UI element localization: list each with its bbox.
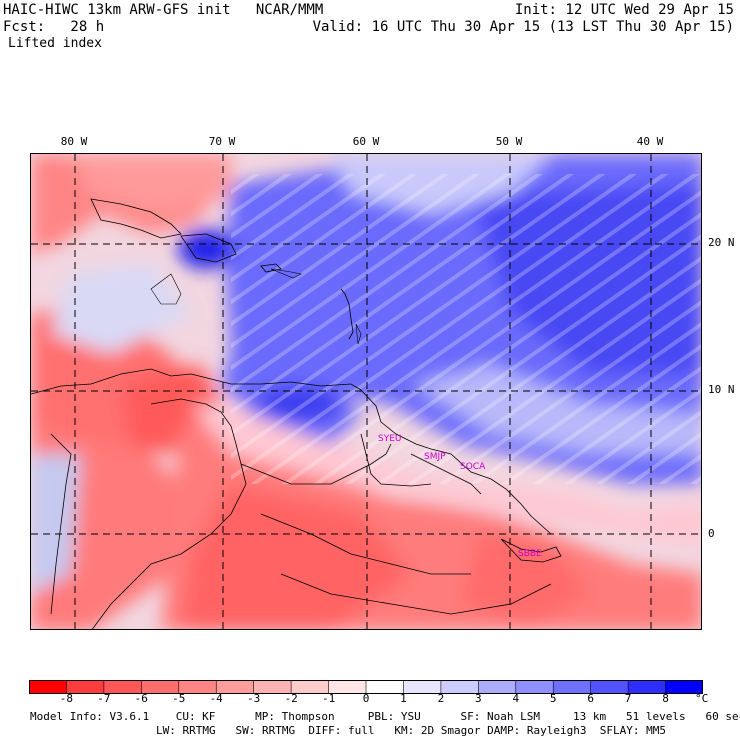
colorbar-swatch	[253, 680, 292, 694]
colorbar-tick-label: -8	[59, 692, 74, 705]
colorbar-swatch	[553, 680, 592, 694]
field-name: Lifted index	[8, 36, 102, 51]
lon-label-60w: 60 W	[352, 135, 380, 148]
colorbar-swatch	[141, 680, 180, 694]
coastlines	[31, 198, 562, 629]
lon-label-80w: 80 W	[60, 135, 88, 148]
colorbar-swatch	[103, 680, 142, 694]
colorbar-swatch	[478, 680, 517, 694]
colorbar-tick-label: -7	[97, 692, 111, 705]
station-label-soca: SOCA	[460, 462, 486, 472]
model-info-line2: LW: RRTMG SW: RRTMG DIFF: full KM: 2D Sm…	[156, 724, 666, 737]
colorbar-tick-label: 7	[624, 692, 632, 705]
lon-label-40w: 40 W	[636, 135, 664, 148]
colorbar-tick-label: 2	[437, 692, 445, 705]
colorbar	[29, 680, 703, 694]
colorbar-tick-label: 8	[662, 692, 669, 705]
lat-label-0: 0	[708, 527, 715, 540]
lat-label-10n: 10 N	[708, 383, 735, 396]
colorbar-swatch	[216, 680, 255, 694]
forecast-hour: Fcst: 28 h	[3, 19, 105, 35]
lifted-index-map: SYEU SMJP SOCA SBBE	[30, 153, 702, 630]
colorbar-swatch	[403, 680, 442, 694]
colorbar-tick-label: -2	[284, 692, 298, 705]
valid-time: Valid: 16 UTC Thu 30 Apr 15 (13 LST Thu …	[312, 19, 734, 35]
colorbar-tick-label: -1	[321, 692, 336, 705]
colorbar-tick-label: -5	[172, 692, 186, 705]
station-label-sbbe: SBBE	[518, 549, 542, 559]
colorbar-tick-label: 6	[587, 692, 594, 705]
colorbar-swatch	[66, 680, 105, 694]
colorbar-swatch	[328, 680, 367, 694]
colorbar-swatch	[29, 680, 67, 694]
colorbar-tick-label: -3	[247, 692, 261, 705]
colorbar-swatch	[515, 680, 554, 694]
init-time: Init: 12 UTC Wed 29 Apr 15	[514, 2, 734, 18]
colorbar-swatch	[291, 680, 330, 694]
lat-label-20n: 20 N	[708, 236, 735, 249]
colorbar-tick-label: -4	[209, 692, 223, 705]
colorbar-swatch	[590, 680, 629, 694]
model-info-line1: Model Info: V3.6.1 CU: KF MP: Thompson P…	[30, 710, 740, 723]
colorbar-swatch	[665, 680, 703, 694]
colorbar-unit: °C	[695, 692, 709, 705]
colorbar-swatch	[178, 680, 217, 694]
map-svg: SYEU SMJP SOCA SBBE	[31, 154, 701, 629]
colorbar-tick-label: -6	[134, 692, 148, 705]
colorbar-tick-label: 3	[474, 692, 482, 705]
colorbar-swatch	[440, 680, 479, 694]
lon-label-70w: 70 W	[208, 135, 236, 148]
lon-label-50w: 50 W	[495, 135, 523, 148]
colorbar-tick-label: 0	[362, 692, 370, 705]
colorbar-swatch	[366, 680, 404, 694]
model-title: HAIC-HIWC 13km ARW-GFS init NCAR/MMM	[3, 2, 324, 18]
lat-lon-grid	[31, 154, 701, 629]
colorbar-tick-label: 5	[549, 692, 557, 705]
colorbar-swatch	[628, 680, 667, 694]
station-label-smjp: SMJP	[424, 452, 446, 462]
colorbar-tick-label: 1	[400, 692, 407, 705]
colorbar-tick-label: 4	[512, 692, 520, 705]
station-label-syeu: SYEU	[378, 434, 401, 444]
